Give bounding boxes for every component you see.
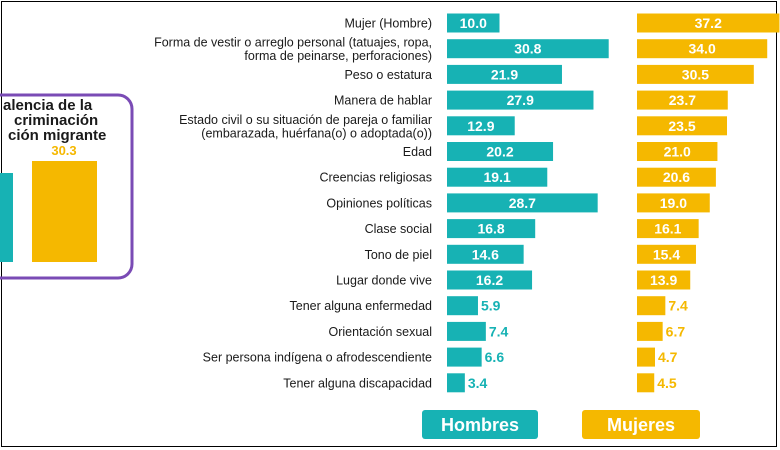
- value-label-hombres: 20.2: [486, 144, 513, 160]
- bar-hombres: [447, 347, 482, 367]
- inset-title-line: ción migrante: [8, 127, 106, 144]
- category-label: Estado civil o su situación de pareja o …: [179, 113, 432, 127]
- category-label: Opiniones políticas: [326, 196, 432, 210]
- category-label: Tono de piel: [365, 248, 432, 262]
- category-label: Ser persona indígena o afrodescendiente: [203, 351, 432, 365]
- value-label-mujeres: 15.4: [653, 246, 680, 262]
- bar-hombres: [447, 142, 554, 161]
- value-label-hombres: 30.8: [514, 41, 541, 57]
- value-label-hombres: 16.2: [476, 272, 503, 288]
- category-label: Mujer (Hombre): [344, 17, 432, 31]
- bar-hombres: [447, 13, 500, 33]
- bar-hombres: [447, 296, 478, 316]
- bar-hombres: [447, 270, 533, 290]
- value-label-mujeres: 23.7: [669, 92, 696, 108]
- value-label-mujeres: 23.5: [668, 118, 695, 134]
- legend-mujeres-swatch: [582, 410, 700, 439]
- value-label-hombres: 28.7: [509, 195, 536, 211]
- value-label-mujeres: 21.0: [664, 144, 691, 160]
- bar-hombres: [447, 219, 536, 239]
- legend-hombres-label: Hombres: [441, 415, 519, 435]
- category-label: Manera de hablar: [334, 94, 432, 108]
- value-label-mujeres: 34.0: [688, 41, 715, 57]
- category-label: Tener alguna discapacidad: [283, 376, 432, 390]
- value-label-mujeres: 4.5: [657, 375, 677, 391]
- bar-mujeres: [637, 244, 696, 264]
- bar-mujeres: [637, 296, 666, 316]
- value-label-mujeres: 16.1: [654, 221, 681, 237]
- bar-mujeres: [637, 90, 728, 110]
- bar-hombres: [447, 244, 524, 264]
- legend-hombres-swatch: [422, 410, 538, 439]
- value-label-mujeres: 19.0: [660, 195, 687, 211]
- category-label: Lugar donde vive: [336, 274, 432, 288]
- legend-mujeres-label: Mujeres: [607, 415, 675, 435]
- value-label-mujeres: 37.2: [695, 15, 722, 31]
- value-label-hombres: 19.1: [484, 169, 511, 185]
- bar-hombres: [447, 90, 594, 110]
- bar-mujeres: [637, 64, 754, 84]
- value-label-hombres: 21.9: [491, 66, 518, 82]
- value-label-mujeres: 7.4: [668, 298, 688, 314]
- bar-hombres: [447, 193, 598, 213]
- bar-mujeres: [637, 270, 691, 290]
- value-label-hombres: 5.9: [481, 298, 501, 314]
- category-label: Clase social: [365, 222, 432, 236]
- inset-bar-hombres: [0, 173, 13, 262]
- bar-mujeres: [637, 347, 656, 367]
- category-label: forma de peinarse, perforaciones): [244, 49, 432, 63]
- value-label-hombres: 3.4: [468, 375, 488, 391]
- bar-hombres: [447, 39, 609, 59]
- value-label-hombres: 16.8: [477, 221, 504, 237]
- bar-mujeres: [637, 39, 768, 59]
- bar-mujeres: [637, 142, 718, 161]
- bar-hombres: [447, 167, 548, 187]
- bar-mujeres: [637, 167, 716, 187]
- value-label-hombres: 27.9: [507, 92, 534, 108]
- bar-mujeres: [637, 193, 710, 213]
- value-label-hombres: 12.9: [467, 118, 494, 134]
- value-label-mujeres: 13.9: [650, 272, 677, 288]
- category-label: Edad: [403, 145, 432, 159]
- bar-mujeres: [637, 321, 663, 341]
- value-label-mujeres: 6.7: [666, 323, 686, 339]
- inset-panel-border: [0, 93, 134, 280]
- value-label-hombres: 14.6: [472, 246, 499, 262]
- inset-title-line: alencia de la: [3, 97, 93, 114]
- category-label: Tener alguna enfermedad: [290, 299, 433, 313]
- value-label-hombres: 6.6: [485, 349, 505, 365]
- inset-value-mujeres: 30.3: [51, 143, 76, 158]
- category-label: Peso o estatura: [344, 68, 432, 82]
- bar-mujeres: [637, 116, 728, 136]
- value-label-mujeres: 4.7: [658, 349, 678, 365]
- category-label: Forma de vestir o arreglo personal (tatu…: [154, 36, 432, 50]
- bar-hombres: [447, 64, 562, 84]
- bar-hombres: [447, 116, 515, 136]
- inset-bar-mujeres: [32, 161, 97, 262]
- bar-mujeres: [637, 13, 780, 33]
- inset-title-line: criminación: [14, 112, 98, 129]
- bar-hombres: [447, 373, 465, 393]
- category-label: Orientación sexual: [328, 325, 432, 339]
- value-label-mujeres: 30.5: [682, 66, 709, 82]
- bar-mujeres: [637, 373, 655, 393]
- value-label-hombres: 10.0: [460, 15, 487, 31]
- category-label: (embarazada, huérfana(o) o adoptada(o)): [201, 126, 432, 140]
- value-label-hombres: 7.4: [489, 323, 509, 339]
- bar-mujeres: [637, 219, 699, 239]
- bar-hombres: [447, 321, 486, 341]
- value-label-mujeres: 20.6: [663, 169, 690, 185]
- category-label: Creencias religiosas: [319, 171, 432, 185]
